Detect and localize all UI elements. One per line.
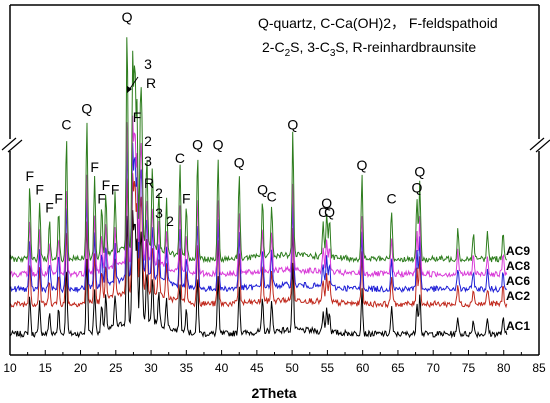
- x-axis-ticks: 10 15 20 25 30 35 40 45 50 55 60 65 70 75 80 85: [3, 350, 546, 375]
- peak-arrow-head: [127, 86, 132, 93]
- legend-line-1: Q-quartz, C-Ca(OH)2， F-feldspathoid: [258, 15, 498, 31]
- x-tick-label: 85: [532, 361, 546, 375]
- peak-label: 3: [144, 153, 152, 169]
- axis-break-left: [1, 137, 23, 153]
- x-tick-label: 15: [39, 361, 53, 375]
- peak-label: R: [146, 75, 156, 91]
- peak-label: Q: [234, 155, 245, 171]
- peak-label: Q: [412, 179, 423, 195]
- peak-label: 2: [144, 133, 152, 149]
- axis-break-right: [529, 137, 550, 153]
- x-tick-label: 60: [356, 361, 370, 375]
- series-line-ac1: [9, 210, 508, 339]
- peak-label: 2: [166, 213, 174, 229]
- peak-label: Q: [122, 9, 133, 25]
- peak-label: C: [318, 204, 328, 220]
- x-tick-label: 10: [3, 361, 17, 375]
- peak-label: C: [61, 116, 71, 132]
- x-tick-label: 80: [497, 361, 511, 375]
- peak-label: F: [54, 191, 63, 207]
- peak-label: C: [267, 188, 277, 204]
- peak-label: Q: [357, 157, 368, 173]
- peak-label: F: [90, 159, 99, 175]
- peak-label: F: [133, 109, 142, 125]
- peak-label: F: [182, 191, 191, 207]
- peak-label: Q: [213, 137, 224, 153]
- x-tick-label: 65: [391, 361, 405, 375]
- peak-label: F: [45, 200, 54, 216]
- series-line-ac2: [9, 173, 508, 309]
- x-axis-title: 2Theta: [251, 385, 296, 401]
- x-tick-label: 35: [180, 361, 194, 375]
- peak-label: 2: [155, 185, 163, 201]
- legend-line-2: 2-C2S, 3-C3S, R-reinhardbraunsite: [262, 39, 476, 59]
- x-tick-label: 20: [74, 361, 88, 375]
- peak-label: F: [111, 182, 120, 198]
- peak-label: Q: [287, 116, 298, 132]
- peak-label: C: [175, 150, 185, 166]
- x-tick-label: 70: [427, 361, 441, 375]
- peak-label: Q: [414, 164, 425, 180]
- x-tick-label: 45: [250, 361, 264, 375]
- series-line-ac6: [9, 142, 508, 294]
- series-line-ac8: [9, 115, 508, 279]
- series-label-ac6: AC6: [506, 274, 530, 288]
- peak-label: Q: [321, 195, 332, 211]
- series-label-ac8: AC8: [506, 259, 530, 273]
- peak-label: Q: [257, 182, 268, 198]
- peak-label: F: [25, 168, 34, 184]
- peak-label: 3: [155, 205, 163, 221]
- x-tick-label: 40: [215, 361, 229, 375]
- peak-label: F: [97, 191, 106, 207]
- x-tick-label: 50: [285, 361, 299, 375]
- peak-label: F: [102, 177, 111, 193]
- x-tick-label: 75: [462, 361, 476, 375]
- x-tick-label: 25: [109, 361, 123, 375]
- x-tick-label: 55: [321, 361, 335, 375]
- series-label-ac9: AC9: [506, 244, 530, 258]
- peak-label: C: [387, 191, 397, 207]
- peak-label: Q: [324, 204, 335, 220]
- series-label-ac1: AC1: [506, 319, 530, 333]
- series-line-ac9: [9, 37, 508, 264]
- peak-label: 3: [144, 56, 152, 72]
- peak-arrow: [128, 76, 139, 91]
- peak-label: F: [35, 182, 44, 198]
- peak-label: R: [144, 175, 154, 191]
- series-label-ac2: AC2: [506, 289, 530, 303]
- peak-label: Q: [81, 101, 92, 117]
- x-tick-label: 30: [144, 361, 158, 375]
- peak-label: Q: [192, 137, 203, 153]
